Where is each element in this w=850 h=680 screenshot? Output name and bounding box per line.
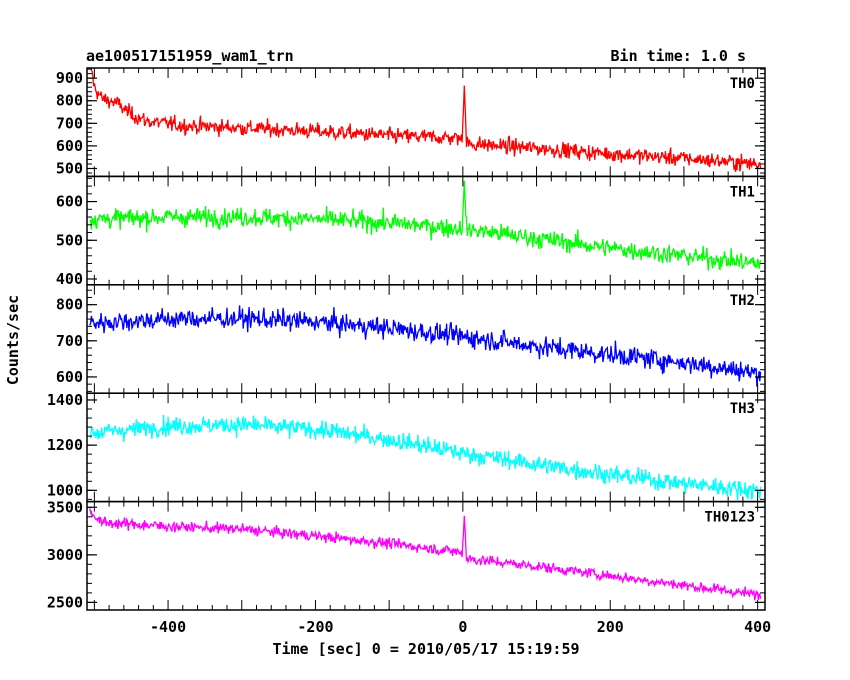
series-line-th0 xyxy=(90,68,762,172)
panel-th0123: 2500 3000 3500 TH0123 xyxy=(47,498,766,611)
y-tick-label: 800 xyxy=(56,92,83,110)
x-axis-label: Time [sec] 0 = 2010/05/17 15:19:59 xyxy=(272,640,579,658)
panel-th3: 1000 1200 1400 TH3 xyxy=(47,391,766,503)
y-tick-label: 600 xyxy=(56,368,83,386)
panel-label-th0123: TH0123 xyxy=(704,510,755,526)
x-axis: -400 -200 0 200 400 xyxy=(150,618,771,636)
y-axis-label: Counts/sec xyxy=(4,295,22,385)
panel-frame xyxy=(86,175,766,286)
panel-th1: 400 500 600 TH1 xyxy=(56,175,766,288)
x-tick-label: -400 xyxy=(150,618,186,636)
y-tick-label: 700 xyxy=(56,332,83,350)
y-tick-label: 400 xyxy=(56,270,83,288)
y-tick-label: 800 xyxy=(56,296,83,314)
chart-title: ae100517151959_wam1_trn xyxy=(86,47,294,65)
y-tick-label: 500 xyxy=(56,231,83,249)
series-line-th3 xyxy=(89,414,762,501)
panel-label-th1: TH1 xyxy=(730,184,755,200)
y-tick-label: 2500 xyxy=(47,593,83,611)
y-tick-label: 600 xyxy=(56,193,83,211)
y-tick-label: 500 xyxy=(56,159,83,177)
panel-th0: 500 600 700 800 900 TH0 xyxy=(56,67,766,178)
panel-frame xyxy=(86,67,766,178)
y-tick-label: 1400 xyxy=(47,391,83,409)
y-tick-label: 700 xyxy=(56,114,83,132)
y-tick-label: 1200 xyxy=(47,436,83,454)
y-tick-label: 900 xyxy=(56,69,83,87)
y-tick-label: 1000 xyxy=(47,481,83,499)
panel-label-th2: TH2 xyxy=(730,293,755,309)
panel-label-th3: TH3 xyxy=(730,401,755,417)
series-line-th2 xyxy=(89,305,762,387)
series-line-th1 xyxy=(89,180,762,271)
x-tick-label: 200 xyxy=(597,618,624,636)
x-tick-label: 400 xyxy=(744,618,771,636)
panels-group: 500 600 700 800 900 TH0 400 500 600 TH1 600 700 800 T… xyxy=(47,67,766,611)
y-tick-label: 3500 xyxy=(47,498,83,516)
y-tick-label: 600 xyxy=(56,137,83,155)
y-tick-label: 3000 xyxy=(47,546,83,564)
panel-label-th0: TH0 xyxy=(730,76,755,92)
x-tick-label: 0 xyxy=(458,618,467,636)
panel-th2: 600 700 800 TH2 xyxy=(56,284,766,394)
series-line-th0123 xyxy=(89,508,762,601)
panel-frame xyxy=(86,500,766,611)
x-tick-label: -200 xyxy=(297,618,333,636)
bin-time-label: Bin time: 1.0 s xyxy=(611,47,746,65)
